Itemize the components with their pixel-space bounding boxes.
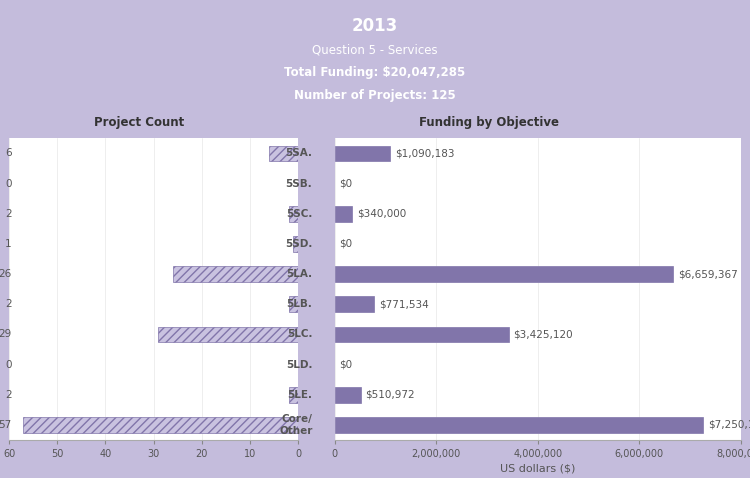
Text: 5SA.: 5SA. [286, 149, 313, 159]
Text: Project Count: Project Count [94, 116, 184, 130]
Text: 5SD.: 5SD. [285, 239, 313, 249]
Text: $510,972: $510,972 [365, 390, 416, 400]
Bar [293, 236, 298, 252]
Bar [334, 417, 703, 433]
Text: 2013: 2013 [352, 17, 398, 35]
Bar [158, 326, 298, 342]
Text: $0: $0 [340, 239, 352, 249]
Text: $7,250,109: $7,250,109 [708, 420, 750, 430]
Bar [334, 296, 374, 312]
Text: 57: 57 [0, 420, 11, 430]
Text: 5LA.: 5LA. [286, 269, 313, 279]
Text: $771,534: $771,534 [379, 299, 428, 309]
Text: 2: 2 [4, 209, 11, 219]
Bar [334, 387, 361, 402]
Text: $0: $0 [340, 179, 352, 189]
Text: $6,659,367: $6,659,367 [678, 269, 737, 279]
Bar [334, 326, 508, 342]
Text: 0: 0 [5, 359, 11, 369]
Text: 6: 6 [4, 149, 11, 159]
Text: 1: 1 [4, 239, 11, 249]
Text: $3,425,120: $3,425,120 [514, 329, 573, 339]
Bar [23, 417, 298, 433]
Text: Core/
Other: Core/ Other [279, 414, 313, 435]
Bar [334, 146, 390, 162]
Text: 2: 2 [4, 390, 11, 400]
Text: 5SB.: 5SB. [286, 179, 313, 189]
Text: Number of Projects: 125: Number of Projects: 125 [294, 88, 456, 102]
Text: Question 5 - Services: Question 5 - Services [312, 43, 438, 56]
Text: 5LE.: 5LE. [287, 390, 313, 400]
Bar [289, 387, 298, 402]
Bar [289, 206, 298, 222]
Text: $340,000: $340,000 [357, 209, 407, 219]
Text: 0: 0 [5, 179, 11, 189]
Text: $0: $0 [340, 359, 352, 369]
Bar [172, 266, 298, 282]
Bar [269, 146, 298, 162]
Text: Total Funding: $20,047,285: Total Funding: $20,047,285 [284, 66, 466, 79]
Bar [334, 206, 352, 222]
Text: 5LB.: 5LB. [286, 299, 313, 309]
Text: 5SC.: 5SC. [286, 209, 313, 219]
Bar [289, 296, 298, 312]
X-axis label: US dollars ($): US dollars ($) [500, 463, 575, 473]
Text: $1,090,183: $1,090,183 [395, 149, 454, 159]
Text: Funding by Objective: Funding by Objective [419, 116, 559, 130]
Text: 26: 26 [0, 269, 11, 279]
Text: 2: 2 [4, 299, 11, 309]
Bar [334, 266, 673, 282]
Text: 29: 29 [0, 329, 11, 339]
Text: 5LC.: 5LC. [287, 329, 313, 339]
Text: 5LD.: 5LD. [286, 359, 313, 369]
